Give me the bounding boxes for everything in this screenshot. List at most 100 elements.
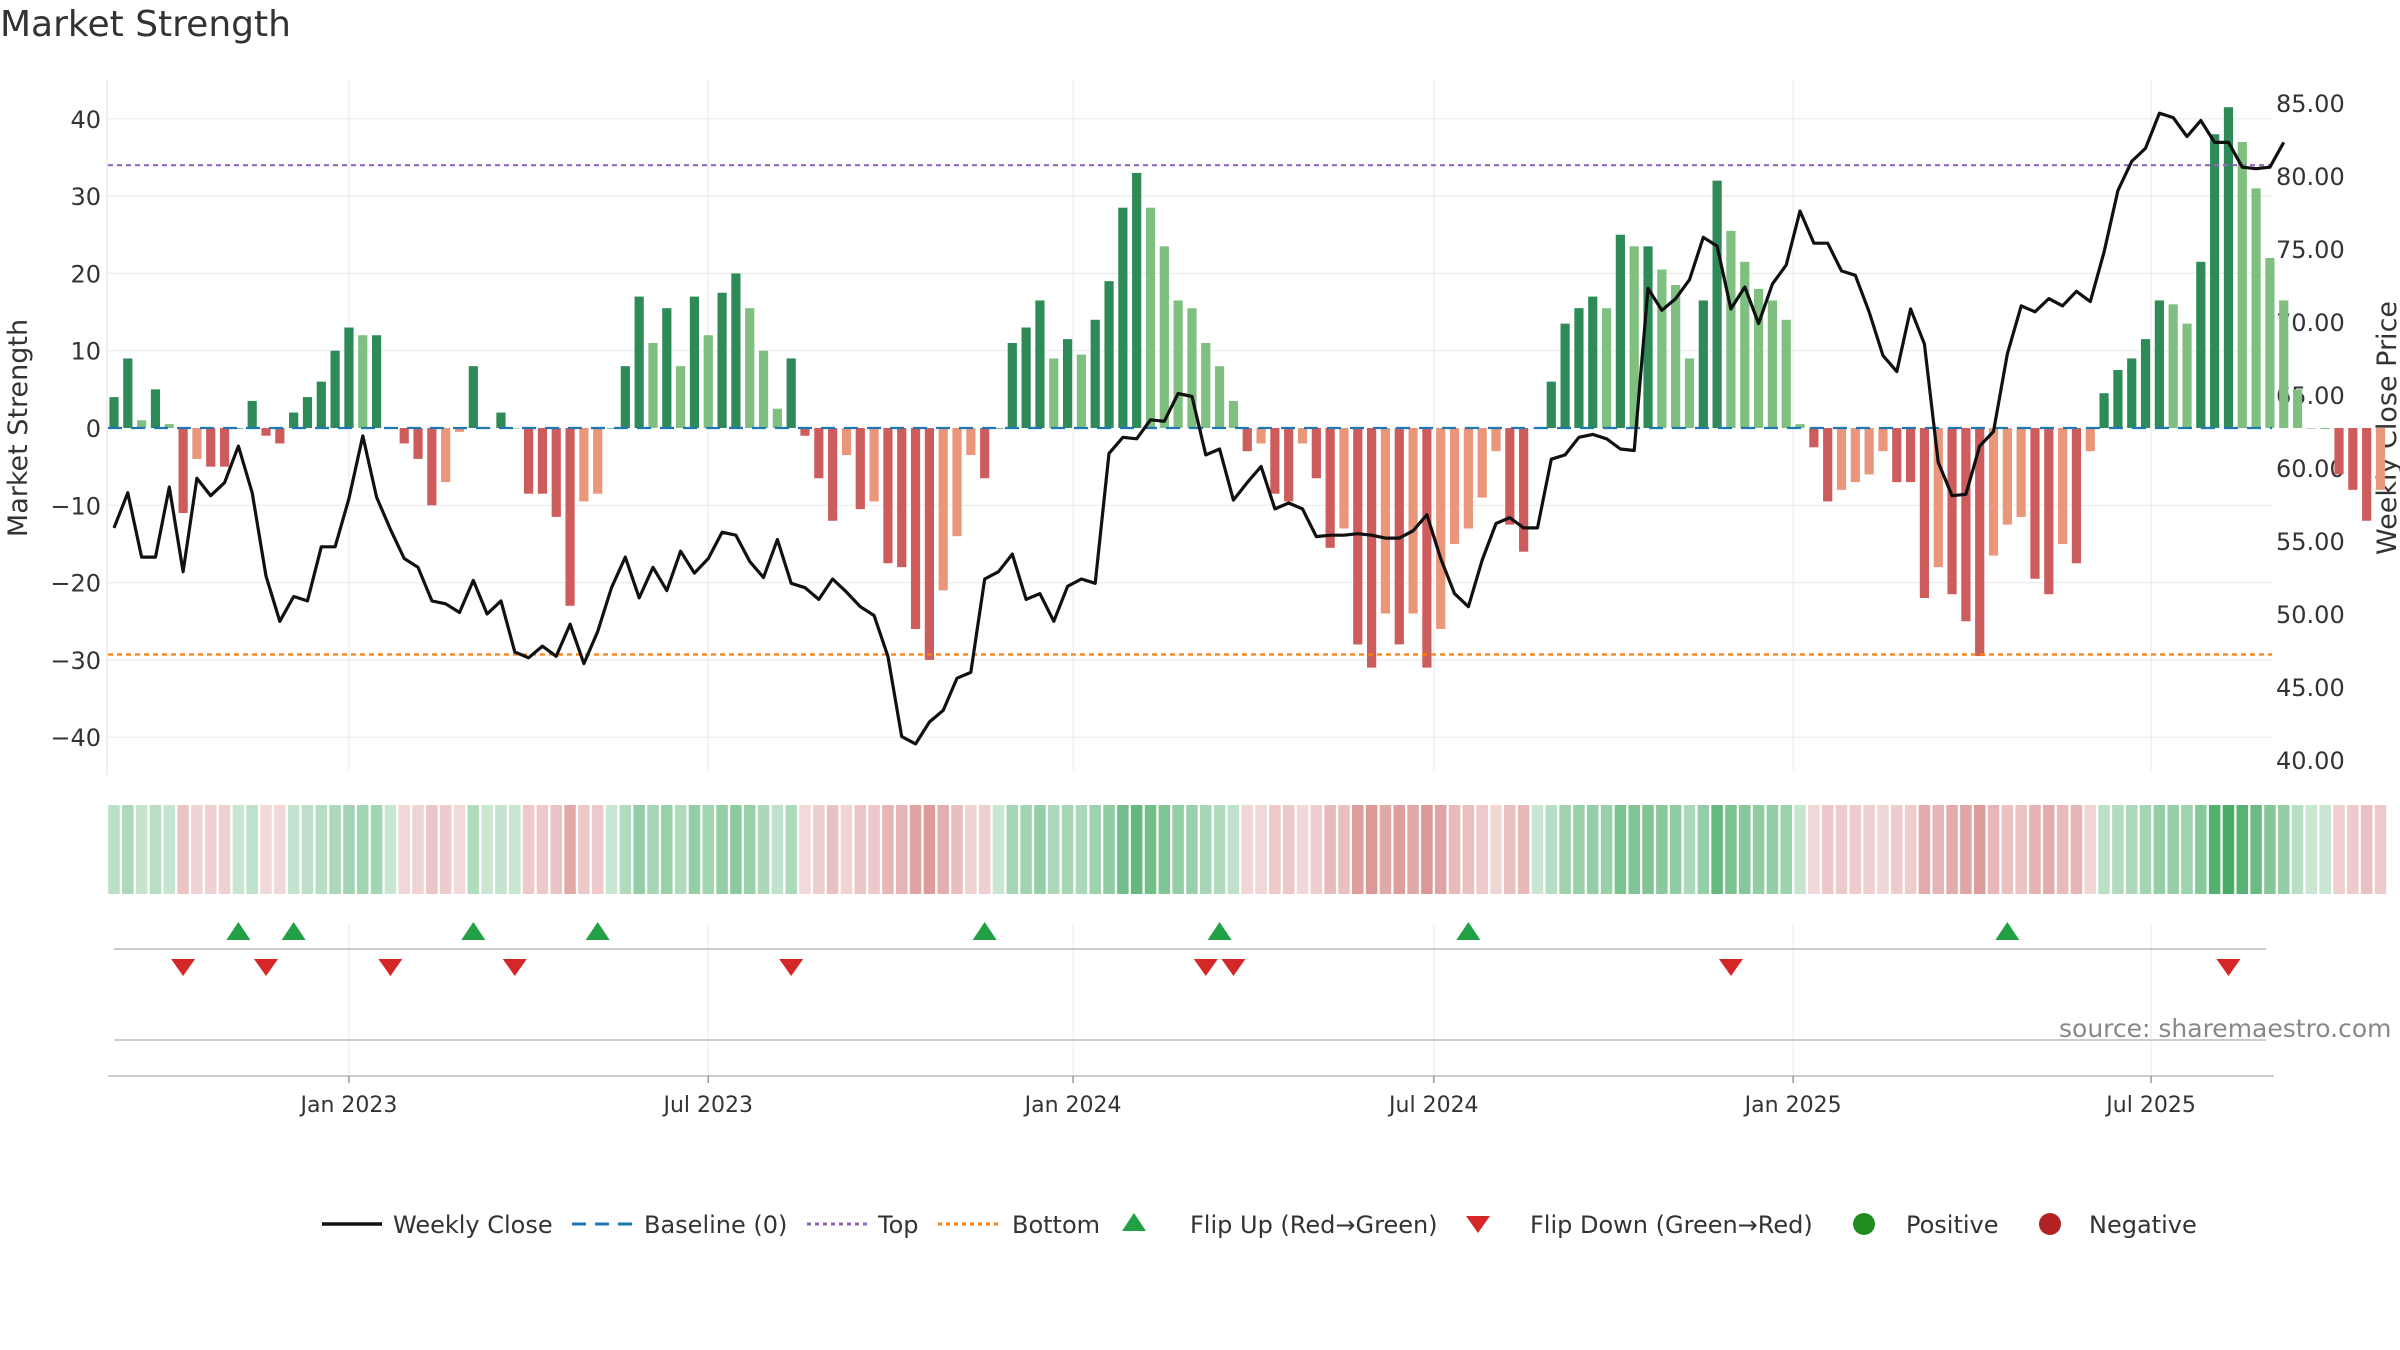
legend-label: Baseline (0) (644, 1211, 787, 1239)
heat-cell (647, 805, 659, 894)
heat-cell (605, 805, 618, 894)
heat-cell (536, 805, 549, 894)
heat-cell (2195, 805, 2207, 894)
heat-cell (1296, 805, 1309, 894)
y2-tick-label: 75.00 (2276, 236, 2345, 264)
heat-cell (467, 805, 480, 894)
heat-cell (1573, 805, 1585, 894)
strength-bar (109, 397, 119, 428)
strength-bar (2182, 323, 2192, 428)
heat-cell (2015, 805, 2027, 894)
heat-cell (813, 805, 825, 894)
strength-bar (164, 424, 174, 428)
heat-cell (246, 805, 258, 894)
heat-cell (1186, 805, 1198, 894)
heat-cell (177, 805, 189, 894)
heat-cell (854, 805, 867, 894)
heat-cell (1517, 805, 1530, 894)
strength-bar (1215, 366, 1225, 428)
strength-bar (496, 412, 506, 428)
strength-bar (1947, 428, 1957, 595)
strength-bar (261, 428, 271, 436)
heat-cell (1476, 805, 1488, 894)
heat-cell (1075, 805, 1088, 894)
heat-cell (2319, 805, 2331, 894)
strength-bar (413, 428, 423, 459)
strength-bar (855, 428, 865, 510)
heat-cell (1697, 805, 1710, 894)
strength-bar (2085, 428, 2095, 452)
strength-bar (2334, 428, 2344, 475)
heat-cell (1808, 805, 1820, 894)
strength-bar (302, 397, 313, 428)
heat-cell (1269, 805, 1281, 894)
strength-bar (772, 408, 782, 429)
heat-cell (2139, 805, 2152, 894)
heat-cell (1352, 805, 1364, 894)
heat-cell (2264, 805, 2276, 894)
heat-cell (1752, 805, 1765, 894)
strength-bar (2306, 428, 2316, 429)
strength-bar (123, 358, 133, 428)
strength-bar (786, 358, 796, 428)
heat-cell (1365, 805, 1378, 894)
strength-bar (717, 292, 727, 429)
strength-bar (1394, 428, 1404, 645)
heat-cell (1849, 805, 1862, 894)
heat-cell (2029, 805, 2041, 894)
strength-bar (1270, 428, 1280, 494)
grid-lines (106, 80, 2272, 1075)
heat-cell (2112, 805, 2124, 894)
heat-cell (1490, 805, 1502, 894)
y-axis-left: 40 30 20 10 0 −10 −20 −30 −40 (50, 106, 101, 752)
strength-bar (1560, 323, 1570, 428)
x-tick-label: Jan 2023 (298, 1093, 397, 1118)
heat-cell (1130, 805, 1143, 894)
heat-cell (674, 805, 687, 894)
strength-bar (1228, 400, 1239, 428)
strength-bar (2210, 134, 2220, 428)
y-tick-label: −10 (50, 492, 101, 520)
strength-bar (2127, 358, 2137, 428)
strength-bar (1615, 234, 1625, 428)
heat-cell (1421, 805, 1433, 894)
heat-cell (1434, 805, 1447, 894)
heat-cell (2277, 805, 2290, 894)
heat-cell (260, 805, 272, 894)
y-tick-label: 40 (70, 106, 101, 134)
flip-up-marker (461, 922, 486, 940)
heat-cell (1241, 805, 1253, 894)
flip-up-marker (1207, 922, 1232, 940)
strength-bar (2196, 261, 2206, 428)
heat-cell (550, 805, 562, 894)
heat-cell (1282, 805, 1295, 894)
y2-tick-label: 40.00 (2276, 747, 2345, 775)
heat-cell (716, 805, 728, 894)
heat-cell (1863, 805, 1875, 894)
strength-bar (1201, 342, 1211, 428)
heat-cell (923, 805, 936, 894)
strength-bar (1671, 285, 1681, 428)
strength-bar (551, 428, 561, 517)
strength-bar (1090, 319, 1100, 428)
strength-bar (399, 428, 409, 444)
heat-cell (1172, 805, 1184, 894)
heat-cell (2098, 805, 2110, 894)
y-tick-label: 10 (70, 338, 101, 366)
strength-bar (565, 428, 575, 606)
strength-bar (1118, 207, 1128, 428)
heat-cell (149, 805, 162, 894)
y-tick-label: −20 (50, 570, 101, 598)
flip-down-marker (1718, 959, 1743, 976)
strength-bar (344, 327, 354, 428)
heat-cell (481, 805, 493, 894)
heat-cell (453, 805, 466, 894)
heat-cell (1545, 805, 1558, 894)
heat-cell (1642, 805, 1654, 894)
strength-bar (1712, 180, 1722, 428)
y2-tick-label: 80.00 (2276, 163, 2345, 191)
strength-bar (1477, 428, 1487, 498)
strength-bar (1297, 428, 1308, 444)
strength-bar (579, 428, 589, 502)
strength-bar (2140, 339, 2151, 429)
